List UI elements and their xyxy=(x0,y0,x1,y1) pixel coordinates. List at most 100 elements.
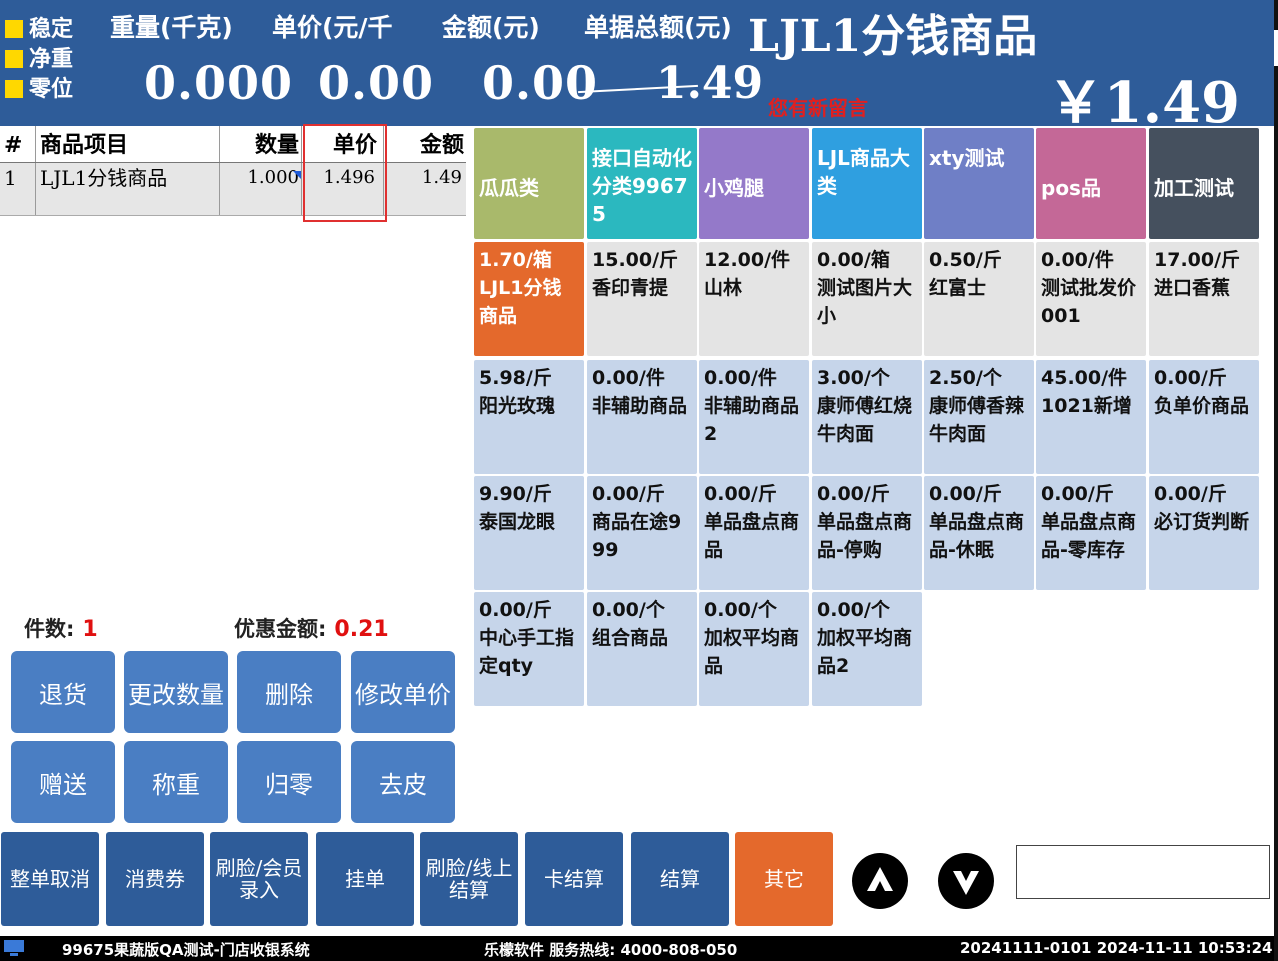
product-tile[interactable]: 0.00/件 非辅助商品 xyxy=(587,360,697,474)
row-amount: 1.49 xyxy=(421,167,462,188)
product-tile[interactable]: 0.50/斤 红富士 xyxy=(924,242,1034,356)
product-tile[interactable]: 0.00/斤 单品盘点商品-停购 xyxy=(812,476,922,590)
face-member-button[interactable]: 刷脸/会员录入 xyxy=(210,832,308,926)
product-price: 12.00/件 xyxy=(704,249,791,271)
product-tile[interactable]: 0.00/个加权平均商品2 xyxy=(812,592,922,706)
page-up-icon[interactable] xyxy=(852,853,908,909)
product-tile[interactable]: 1.70/箱 LJL1分钱商品 xyxy=(474,242,584,356)
product-title: LJL1分钱商品 xyxy=(748,11,1038,62)
category-tab[interactable]: xty测试 xyxy=(924,128,1034,239)
delete-button[interactable]: 删除 xyxy=(237,651,341,733)
other-button[interactable]: 其它 xyxy=(735,832,833,926)
product-price: 3.00/个 xyxy=(817,367,890,389)
barcode-input[interactable] xyxy=(1016,845,1270,899)
product-tile[interactable]: 0.00/斤 单品盘点商品-休眠 xyxy=(924,476,1034,590)
col-price: 单价 xyxy=(302,126,384,162)
product-tile[interactable]: 0.00/斤 负单价商品 xyxy=(1149,360,1259,474)
gift-button[interactable]: 赠送 xyxy=(11,741,115,823)
product-price: 0.00/箱 xyxy=(817,249,890,271)
col-item: 商品项目 xyxy=(36,126,220,162)
product-name: 加权平均商品2 xyxy=(817,627,913,677)
cancel-order-button[interactable]: 整单取消 xyxy=(1,832,99,926)
product-tile[interactable]: 3.00/个 康师傅红烧牛肉面 xyxy=(812,360,922,474)
change-price-button[interactable]: 修改单价 xyxy=(351,651,455,733)
product-price: 17.00/斤 xyxy=(1154,249,1241,271)
status-zero: 零位 xyxy=(5,74,73,104)
price-column-highlight xyxy=(303,124,387,222)
vendor-info: 乐檬软件 服务热线: 4000-808-050 xyxy=(484,941,738,959)
category-tab[interactable]: pos品 xyxy=(1036,128,1146,239)
hold-order-button[interactable]: 挂单 xyxy=(316,832,414,926)
product-tile[interactable]: 12.00/件 山林 xyxy=(699,242,809,356)
coupon-button[interactable]: 消费券 xyxy=(106,832,204,926)
product-tile[interactable]: 0.00/斤 单品盘点商品 xyxy=(699,476,809,590)
table-row[interactable]: 1 LJL1分钱商品 1.000 1.496 1.49 xyxy=(0,163,466,216)
product-tile[interactable]: 0.00/个 组合商品 xyxy=(587,592,697,706)
product-price: 9.90/斤 xyxy=(479,483,552,505)
doc-total-label: 单据总额(元) xyxy=(584,13,732,42)
product-name: 康师傅香辣牛肉面 xyxy=(929,395,1025,445)
product-tile[interactable]: 0.00/斤 单品盘点商品-零库存 xyxy=(1036,476,1146,590)
row-qty: 1.000 xyxy=(220,163,302,215)
product-tile[interactable]: 15.00/斤 香印青提 xyxy=(587,242,697,356)
product-tile[interactable]: 17.00/斤 进口香蕉 xyxy=(1149,242,1259,356)
product-price: 0.00/斤 xyxy=(817,483,890,505)
product-tile[interactable]: 0.00/斤 必订货判断 xyxy=(1149,476,1259,590)
product-name: 测试批发价001 xyxy=(1041,277,1137,327)
product-name: 单品盘点商品-零库存 xyxy=(1041,511,1137,561)
product-tile[interactable]: 0.00/斤 中心手工指定qty xyxy=(474,592,584,706)
product-price: 5.98/斤 xyxy=(479,367,552,389)
product-name: 加权平均商品 xyxy=(704,627,800,677)
product-tile[interactable]: 0.00/斤 商品在途999 xyxy=(587,476,697,590)
product-tile[interactable]: 0.00/箱 测试图片大小 xyxy=(812,242,922,356)
status-net: 净重 xyxy=(5,44,73,74)
product-tile[interactable]: 0.00/件 非辅助商品2 xyxy=(699,360,809,474)
computer-icon xyxy=(4,940,24,956)
product-tile[interactable]: 2.50/个 康师傅香辣牛肉面 xyxy=(924,360,1034,474)
category-tab[interactable]: 接口自动化分类99675 xyxy=(587,128,697,239)
page-down-icon[interactable] xyxy=(938,853,994,909)
product-price: 0.00/斤 xyxy=(592,483,665,505)
discount-amount: 优惠金额: 0.21 xyxy=(234,617,389,642)
product-price: 15.00/斤 xyxy=(592,249,679,271)
product-name: 组合商品 xyxy=(592,627,669,649)
category-tab[interactable]: LJL商品大类 xyxy=(812,128,922,239)
product-name: 山林 xyxy=(704,277,743,299)
product-price: 0.00/斤 xyxy=(479,599,552,621)
product-name: 进口香蕉 xyxy=(1154,277,1231,299)
tare-button[interactable]: 去皮 xyxy=(351,741,455,823)
item-count: 件数: 1 xyxy=(24,617,98,642)
row-index: 1 xyxy=(0,163,36,215)
weight-label: 重量(千克) xyxy=(110,13,233,42)
product-name: 负单价商品 xyxy=(1154,395,1250,417)
card-pay-button[interactable]: 卡结算 xyxy=(525,832,623,926)
product-price: 0.00/个 xyxy=(592,599,665,621)
grand-total: ￥1.49 xyxy=(1047,70,1240,136)
category-tab[interactable]: 加工测试 xyxy=(1149,128,1259,239)
return-button[interactable]: 退货 xyxy=(11,651,115,733)
product-price: 0.00/斤 xyxy=(704,483,777,505)
product-name: 单品盘点商品-休眠 xyxy=(929,511,1025,561)
change-qty-button[interactable]: 更改数量 xyxy=(124,651,228,733)
product-name: 必订货判断 xyxy=(1154,511,1250,533)
product-tile[interactable]: 0.00/个 加权平均商品 xyxy=(699,592,809,706)
product-name: 泰国龙眼 xyxy=(479,511,556,533)
product-tile[interactable]: 5.98/斤 阳光玫瑰 xyxy=(474,360,584,474)
category-tab[interactable]: 小鸡腿 xyxy=(699,128,809,239)
row-price[interactable]: 1.496 xyxy=(302,163,384,215)
checkout-button[interactable]: 结算 xyxy=(631,832,729,926)
product-tile[interactable]: 0.00/件 测试批发价001 xyxy=(1036,242,1146,356)
face-online-pay-button[interactable]: 刷脸/线上结算 xyxy=(420,832,518,926)
zero-button[interactable]: 归零 xyxy=(237,741,341,823)
row-item: LJL1分钱商品 xyxy=(36,163,220,215)
new-message-notice[interactable]: 您有新留言 xyxy=(768,96,868,120)
product-tile[interactable]: 9.90/斤 泰国龙眼 xyxy=(474,476,584,590)
product-name: 阳光玫瑰 xyxy=(479,395,556,417)
price-value: 0.00 xyxy=(318,56,435,110)
product-tile[interactable]: 45.00/件 1021新增 xyxy=(1036,360,1146,474)
product-name: 香印青提 xyxy=(592,277,669,299)
category-tab[interactable]: 瓜瓜类 xyxy=(474,128,584,239)
product-price: 0.50/斤 xyxy=(929,249,1002,271)
product-price: 0.00/个 xyxy=(817,599,890,621)
weigh-button[interactable]: 称重 xyxy=(124,741,228,823)
